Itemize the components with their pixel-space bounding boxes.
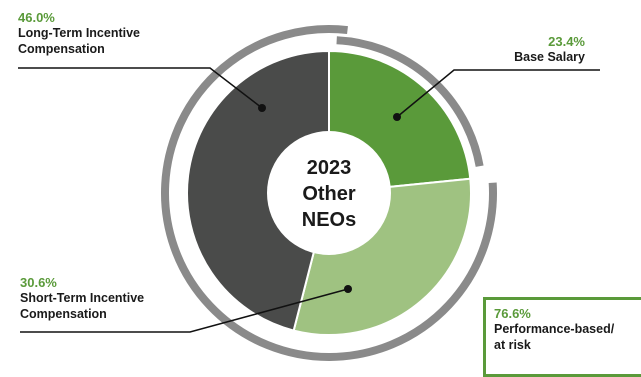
leader-dot-long-term: [258, 104, 266, 112]
center-label-line-3: NEOs: [302, 209, 356, 231]
series-label-long-term-1: Long-Term Incentive: [18, 26, 141, 40]
slice-long-term: [186, 49, 330, 332]
label-long-term: 46.0% Long-Term Incentive Compensation: [18, 10, 140, 57]
performance-label-1: Performance-based/: [494, 322, 615, 336]
outer-ring-arcs: [161, 25, 497, 361]
value-label-base-salary: 23.4%: [548, 34, 585, 49]
label-base-salary: 23.4% Base Salary: [514, 34, 585, 65]
performance-callout: 76.6% Performance-based/ at risk: [494, 306, 614, 353]
center-label-line-1: 2023: [307, 157, 352, 179]
performance-label-2: at risk: [494, 338, 531, 352]
center-label-line-2: Other: [302, 183, 356, 205]
donut-hole: [267, 131, 391, 255]
series-label-short-term-1: Short-Term Incentive: [20, 291, 145, 305]
ring-arc-performance: [161, 25, 497, 361]
series-label-short-term-2: Compensation: [20, 307, 107, 321]
ring-arc-fixed: [336, 36, 484, 167]
donut-slices: [186, 49, 472, 336]
leader-dot-short-term: [344, 285, 352, 293]
value-label-short-term: 30.6%: [20, 275, 57, 290]
leader-line-base-salary: [396, 69, 600, 118]
leader-line-short-term: [20, 288, 349, 333]
leader-line-long-term: [18, 67, 263, 109]
performance-callout-box: 76.6% Performance-based/ at risk: [483, 297, 641, 377]
leader-dot-base-salary: [393, 113, 401, 121]
donut-chart: 2023 Other NEOs: [18, 25, 600, 361]
value-label-long-term: 46.0%: [18, 10, 55, 25]
label-short-term: 30.6% Short-Term Incentive Compensation: [20, 275, 144, 322]
series-label-long-term-2: Compensation: [18, 42, 105, 56]
series-label-base-salary: Base Salary: [514, 50, 585, 64]
value-label-performance: 76.6%: [494, 306, 531, 321]
leader-lines: [18, 67, 600, 333]
